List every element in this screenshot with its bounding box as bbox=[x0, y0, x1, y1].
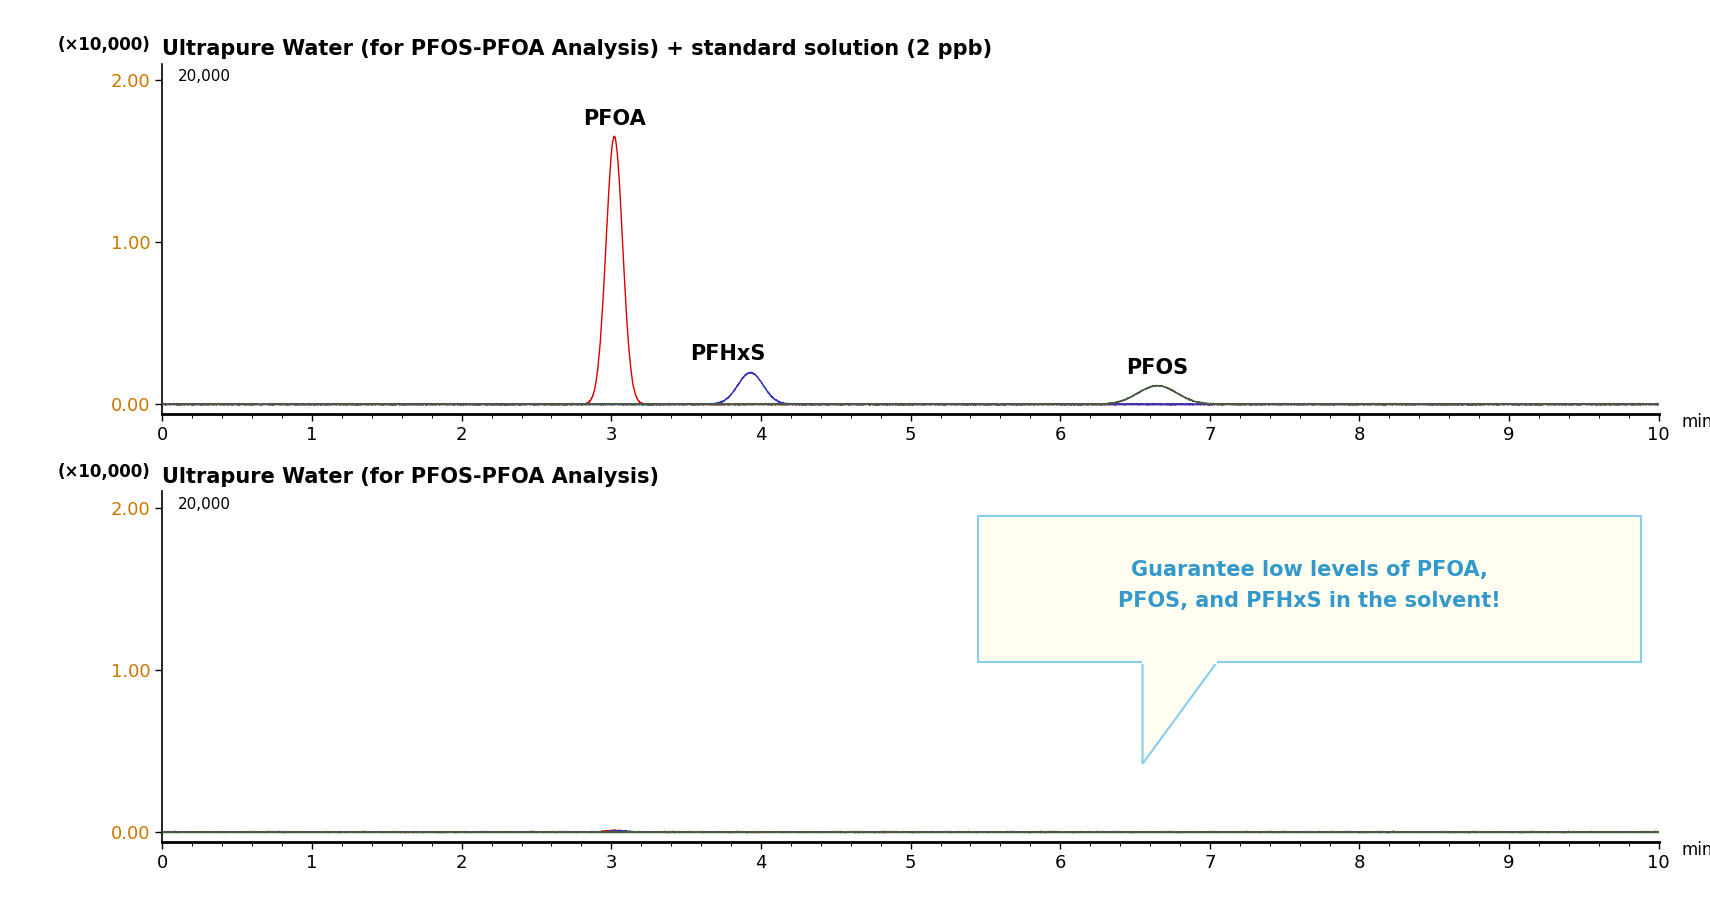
Text: Guarantee low levels of PFOA,
PFOS, and PFHxS in the solvent!: Guarantee low levels of PFOA, PFOS, and … bbox=[1118, 560, 1501, 612]
Text: (×10,000): (×10,000) bbox=[58, 463, 150, 481]
Polygon shape bbox=[1142, 662, 1218, 763]
Text: 20,000: 20,000 bbox=[178, 69, 231, 84]
Text: PFOA: PFOA bbox=[583, 108, 646, 128]
Text: Ultrapure Water (for PFOS-PFOA Analysis): Ultrapure Water (for PFOS-PFOA Analysis) bbox=[162, 467, 660, 487]
Text: PFOS: PFOS bbox=[1127, 358, 1188, 378]
Text: Ultrapure Water (for PFOS-PFOA Analysis) + standard solution (2 ppb): Ultrapure Water (for PFOS-PFOA Analysis)… bbox=[162, 39, 992, 59]
Text: min: min bbox=[1681, 841, 1710, 859]
Text: PFHxS: PFHxS bbox=[691, 344, 766, 364]
Text: 20,000: 20,000 bbox=[178, 497, 231, 511]
FancyBboxPatch shape bbox=[978, 516, 1642, 662]
Text: min: min bbox=[1681, 413, 1710, 431]
Text: (×10,000): (×10,000) bbox=[58, 35, 150, 54]
